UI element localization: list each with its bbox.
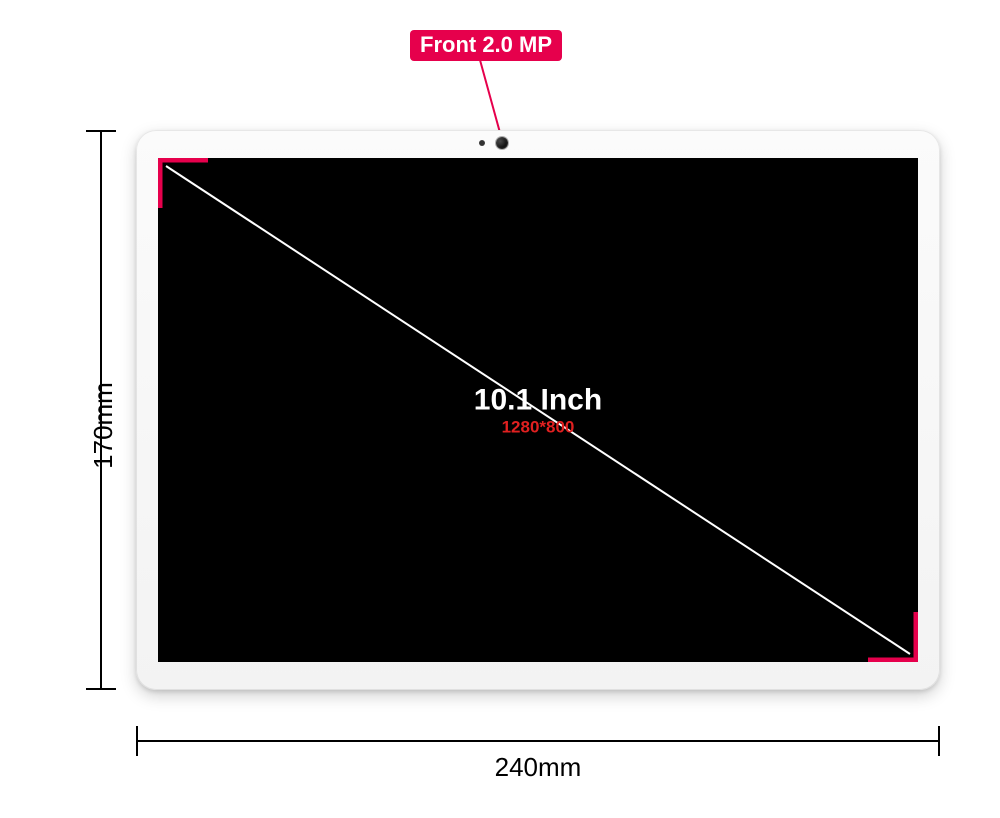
- dimension-width-bar: [136, 740, 940, 742]
- dimension-height-label: 170mm: [88, 382, 119, 469]
- front-camera-icon: [496, 137, 508, 149]
- dimension-width-label: 240mm: [136, 752, 940, 783]
- dimension-height-cap-bottom: [86, 688, 116, 690]
- screen-size-label: 10.1 Inch: [474, 383, 602, 418]
- proximity-sensor-icon: [479, 140, 485, 146]
- tablet-device: 10.1 Inch 1280*800: [136, 130, 940, 690]
- tablet-screen: 10.1 Inch 1280*800: [158, 158, 918, 662]
- infographic-stage: Front 2.0 MP 170mm 240mm 10.1 Inch 1280*…: [0, 0, 1000, 818]
- screen-center-text: 10.1 Inch 1280*800: [474, 383, 602, 436]
- screen-resolution-label: 1280*800: [474, 418, 602, 437]
